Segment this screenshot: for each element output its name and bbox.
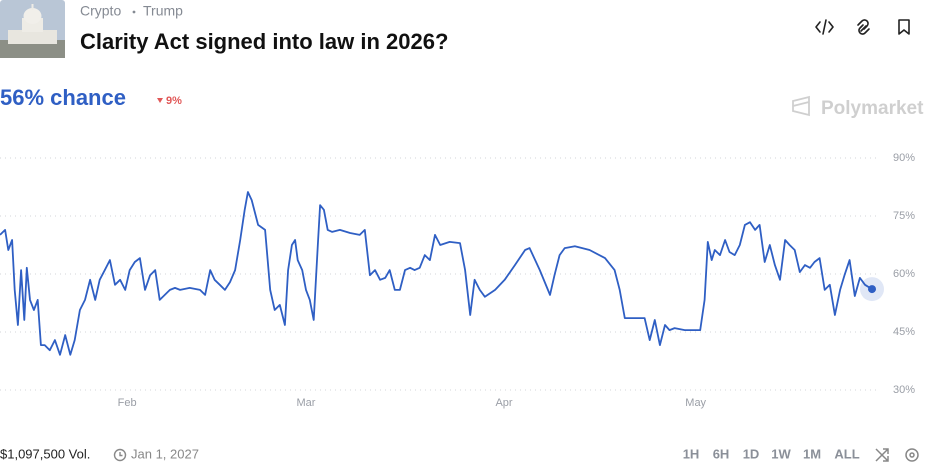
x-tick-label: May xyxy=(685,397,706,409)
range-button[interactable]: ALL xyxy=(834,446,859,461)
separator xyxy=(132,10,136,14)
brand-logo: Polymarket xyxy=(792,95,924,119)
market-title: Clarity Act signed into law in 2026? xyxy=(80,29,448,54)
change: 9% xyxy=(166,95,182,107)
link-button[interactable] xyxy=(857,19,870,35)
range-button[interactable]: 1H xyxy=(683,446,700,461)
down-arrow xyxy=(157,98,163,103)
range-button[interactable]: 1D xyxy=(743,446,760,461)
y-tick-label: 30% xyxy=(893,384,915,396)
y-tick-label: 60% xyxy=(893,268,915,280)
x-tick-label: Feb xyxy=(118,397,137,409)
x-tick-label: Mar xyxy=(297,397,316,409)
bookmark-button[interactable] xyxy=(898,19,910,35)
settings-icon[interactable] xyxy=(905,448,919,462)
range-button[interactable]: 1M xyxy=(803,446,821,461)
current-point xyxy=(868,285,876,294)
y-tick-label: 75% xyxy=(893,210,915,222)
brand-name: Polymarket xyxy=(821,98,924,119)
tag[interactable]: Crypto xyxy=(80,3,121,19)
volume: $1,097,500 Vol. xyxy=(0,446,90,461)
end-date: Jan 1, 2027 xyxy=(131,446,199,461)
price-line xyxy=(0,191,873,356)
shuffle-icon[interactable] xyxy=(875,448,889,462)
chance: 56% chance xyxy=(0,85,126,110)
range-button[interactable]: 6H xyxy=(713,446,730,461)
range-button[interactable]: 1W xyxy=(771,446,791,461)
market-image xyxy=(0,0,65,58)
y-tick-label: 45% xyxy=(893,326,915,338)
tag[interactable]: Trump xyxy=(143,3,183,19)
y-tick-label: 90% xyxy=(893,152,915,164)
clock-icon xyxy=(113,448,127,462)
embed-button[interactable] xyxy=(815,19,834,35)
x-tick-label: Apr xyxy=(495,397,512,409)
